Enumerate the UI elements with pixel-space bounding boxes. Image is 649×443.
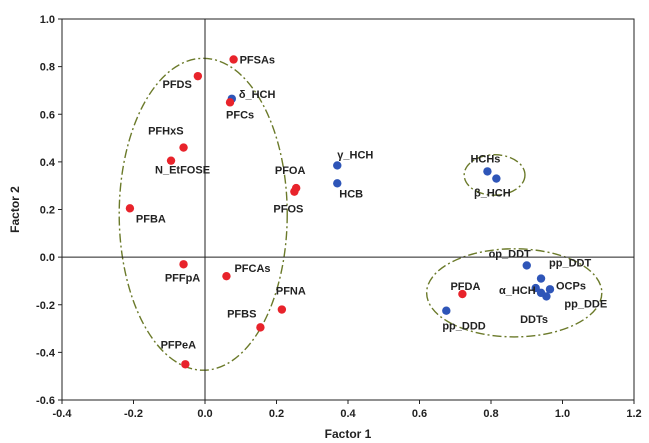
data-point xyxy=(442,306,451,315)
data-point xyxy=(225,98,235,107)
point-label: α_HCH xyxy=(499,285,536,297)
y-tick-label: 0.2 xyxy=(40,205,55,217)
cluster-ellipses xyxy=(118,57,603,371)
point-label: PFNA xyxy=(276,286,306,298)
data-point xyxy=(181,360,190,369)
point-label: PFCAs xyxy=(234,263,270,275)
y-tick-label: 0.0 xyxy=(40,252,55,264)
data-point xyxy=(166,156,176,165)
x-tick-label: 0.8 xyxy=(483,408,498,420)
data-point xyxy=(125,204,135,213)
point-label: PFPeA xyxy=(161,339,197,351)
y-tick-label: -0.4 xyxy=(36,347,56,359)
point-label: δ_HCH xyxy=(239,89,276,101)
data-point xyxy=(290,187,299,196)
point-label: PFHxS xyxy=(148,126,183,138)
y-tick-label: -0.2 xyxy=(36,300,55,312)
x-axis-ticks: -0.4 -0.2 0.0 0.2 0.4 0.6 0.8 1.0 1.2 xyxy=(53,400,642,420)
data-point xyxy=(193,71,203,81)
point-label: PFDA xyxy=(450,281,480,293)
point-labels: PFSAs PFDS δ_HCH PFCs PFHxS N_EtFOSE PFBA PFOA P… xyxy=(136,54,607,351)
point-label: PFOS xyxy=(273,204,303,216)
point-label: N_EtFOSE xyxy=(155,165,210,177)
y-tick-label: 0.4 xyxy=(40,157,56,169)
point-label: β_HCH xyxy=(474,188,511,200)
point-label: DDTs xyxy=(520,314,548,326)
data-point xyxy=(333,161,342,170)
point-label: pp_DDD xyxy=(442,321,485,333)
data-point xyxy=(483,167,492,176)
data-point xyxy=(531,283,540,293)
x-tick-label: 0.4 xyxy=(340,408,356,420)
data-point xyxy=(536,288,546,298)
x-tick-label: 0.6 xyxy=(412,408,427,420)
y-tick-label: 0.6 xyxy=(40,109,55,121)
data-point xyxy=(179,260,188,269)
data-point xyxy=(222,271,231,281)
data-point xyxy=(536,274,546,283)
y-axis-ticks: -0.6 -0.4 -0.2 0.0 0.2 0.4 0.6 0.8 1.0 xyxy=(36,14,62,407)
data-point xyxy=(492,174,501,183)
point-label: PFDS xyxy=(163,79,192,91)
plot-area-frame xyxy=(61,18,635,401)
point-label: pp_DDE xyxy=(564,298,607,310)
x-axis-label: Factor 1 xyxy=(325,427,372,441)
data-point xyxy=(458,289,467,299)
cluster-ellipse xyxy=(463,154,526,196)
x-tick-label: 1.0 xyxy=(555,408,570,420)
point-label: PFBS xyxy=(227,308,256,320)
point-label: pp_DDT xyxy=(549,258,591,270)
y-tick-label: 0.8 xyxy=(40,62,55,74)
data-points xyxy=(125,55,555,369)
x-tick-label: 1.2 xyxy=(626,408,641,420)
data-point xyxy=(179,143,188,152)
y-tick-label: -0.6 xyxy=(36,395,55,407)
point-label: op_DDT xyxy=(489,248,531,260)
cluster-ellipse xyxy=(118,57,288,371)
x-tick-label: -0.2 xyxy=(124,408,143,420)
x-tick-label: 0.0 xyxy=(197,408,212,420)
data-point xyxy=(277,305,287,314)
point-label: PFFpA xyxy=(165,272,200,284)
point-label: γ_HCH xyxy=(337,149,373,161)
y-axis-label: Factor 2 xyxy=(8,186,22,233)
point-label: HCB xyxy=(339,188,363,200)
data-point xyxy=(522,261,531,270)
x-tick-label: -0.4 xyxy=(53,408,73,420)
x-tick-label: 0.2 xyxy=(269,408,284,420)
point-label: HCHs xyxy=(470,153,500,165)
y-tick-label: 1.0 xyxy=(40,14,55,26)
point-label: PFCs xyxy=(226,109,254,121)
data-point xyxy=(333,179,342,188)
point-label: PFBA xyxy=(136,213,166,225)
point-label: PFOA xyxy=(275,165,306,177)
data-point xyxy=(256,323,265,332)
data-point xyxy=(545,285,555,294)
data-point xyxy=(229,55,238,64)
point-label: PFSAs xyxy=(240,54,275,66)
cluster-ellipse xyxy=(425,248,603,338)
point-label: OCPs xyxy=(556,280,586,292)
